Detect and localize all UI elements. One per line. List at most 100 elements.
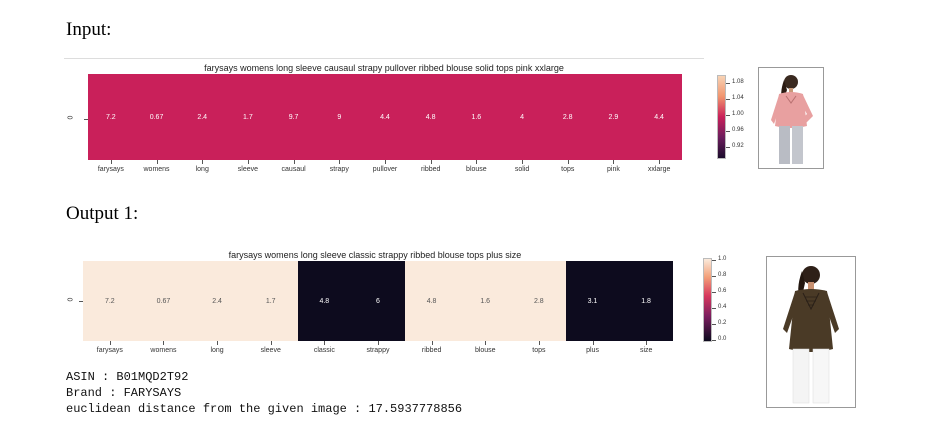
input-product-photo <box>758 67 824 169</box>
output-heatmap-x-tick <box>646 341 648 345</box>
input-colorbar-tick-label: 0.96 <box>732 127 744 133</box>
output-heatmap-x-tick-label: blouse <box>474 347 496 354</box>
input-heatmap-x-tick-label: womens <box>143 166 170 173</box>
output-heatmap-value-label: 1.7 <box>265 297 276 305</box>
output-heatmap-value-label: 7.2 <box>104 297 115 305</box>
input-heatmap-cell: 2.8 <box>544 74 591 160</box>
output-colorbar-tick <box>712 292 716 293</box>
output-heatmap-value-label: 2.8 <box>533 297 544 305</box>
output-colorbar-tick <box>712 324 716 325</box>
input-heatmap-x-tick-label: xxlarge <box>647 166 671 173</box>
input-heatmap-x-tick <box>659 160 661 164</box>
output-heatmap-x-tick <box>485 341 487 345</box>
output-heatmap-value-label: 1.6 <box>480 297 491 305</box>
input-heatmap-cell: 9 <box>316 74 363 160</box>
input-colorbar-tick-label: 1.04 <box>732 95 744 101</box>
input-heatmap-x-tick-label: long <box>195 166 209 173</box>
output-heatmap-x-tick <box>378 341 379 345</box>
output-heatmap-row-tick <box>79 301 83 302</box>
output-heatmap-cell: 1.7 <box>243 261 298 341</box>
output-1-label: Output 1: <box>66 203 139 224</box>
input-heatmap-row-label: 0 <box>67 115 75 120</box>
output-heatmap-cell: 1.8 <box>619 261 673 341</box>
output-heatmap-x-tick <box>538 341 540 345</box>
input-heatmap-cell: 2.9 <box>590 74 637 160</box>
input-heatmap-panel: farysays womens long sleeve causaul stra… <box>64 58 704 178</box>
input-heatmap-x-tick <box>385 160 386 164</box>
output-heatmap-x-tick-label: sleeve <box>260 347 281 354</box>
input-heatmap-cell: 4.8 <box>407 74 454 160</box>
input-heatmap-title: farysays womens long sleeve causaul stra… <box>204 63 564 73</box>
output-heatmap-value-label: 2.4 <box>212 297 222 305</box>
input-colorbar-tick-label: 0.92 <box>732 143 744 149</box>
output-heatmap-x-tick <box>592 341 594 345</box>
input-heatmap-row-tick <box>84 119 88 120</box>
input-heatmap-value-label: 2.4 <box>197 113 208 121</box>
input-colorbar-tick <box>726 83 730 84</box>
input-colorbar <box>717 75 726 159</box>
input-heatmap-x-tick <box>110 160 112 164</box>
output-heatmap-panel: farysays womens long sleeve classic stra… <box>64 246 704 358</box>
input-heatmap-x-tick-label: strapy <box>329 166 349 173</box>
output-colorbar-tick-label: 0.6 <box>718 288 727 294</box>
output-colorbar-tick <box>712 340 716 341</box>
output-colorbar-tick <box>712 308 716 309</box>
input-heatmap-x-tick <box>293 160 295 164</box>
input-colorbar-tick-label: 1.00 <box>732 111 744 117</box>
output-colorbar-tick <box>712 260 716 261</box>
input-heatmap-value-label: 1.7 <box>243 113 253 121</box>
input-heatmap-cell: 7.2 <box>88 74 134 160</box>
input-heatmap-x-tick <box>247 160 249 164</box>
output-heatmap-value-label: 3.1 <box>587 297 598 305</box>
output-heatmap-x-tick-label: womens <box>150 347 177 354</box>
input-label: Input: <box>66 19 112 40</box>
input-colorbar-tick <box>726 99 730 100</box>
output-heatmap-value-label: 1.8 <box>641 297 651 305</box>
output-colorbar <box>703 258 712 342</box>
input-heatmap-x-tick <box>339 160 341 164</box>
pink-blouse-photo-icon <box>771 75 813 164</box>
output-heatmap-row-label: 0 <box>67 297 75 302</box>
input-heatmap-x-tick-label: blouse <box>466 166 487 173</box>
input-heatmap-x-tick-label: solid <box>514 166 530 173</box>
output-heatmap-cell: 1.6 <box>458 261 512 341</box>
output-heatmap-title: farysays womens long sleeve classic stra… <box>228 250 522 260</box>
distance-text: euclidean distance from the given image … <box>66 402 463 416</box>
input-heatmap-x-tick-label: ribbed <box>420 166 441 173</box>
input-colorbar-tick <box>726 115 730 116</box>
input-heatmap-value-label: 9.7 <box>288 113 299 121</box>
output-heatmap-x-tick <box>324 341 326 345</box>
input-heatmap-x-tick-label: sleeve <box>237 166 259 173</box>
input-heatmap-cell: 9.7 <box>270 74 317 160</box>
output-heatmap-x-tick-label: size <box>639 347 653 354</box>
output-heatmap-value-label: 6 <box>375 297 380 305</box>
input-heatmap-value-label: 4.4 <box>654 113 664 121</box>
input-heatmap-cell: 1.6 <box>453 74 500 160</box>
brand-text: Brand : FARYSAYS <box>66 386 182 400</box>
output-colorbar-tick-label: 1.0 <box>718 256 727 262</box>
input-heatmap-value-label: 1.6 <box>471 113 482 121</box>
output-heatmap-cell: 2.8 <box>512 261 566 341</box>
input-heatmap-x-tick <box>522 160 524 164</box>
input-heatmap-value-label: 2.9 <box>608 113 619 121</box>
output-heatmap-cell: 0.67 <box>136 261 191 341</box>
output-colorbar-tick-label: 0.4 <box>718 304 727 310</box>
brown-blouse-photo-icon <box>783 266 839 404</box>
output-heatmap-grid: 7.2 0.67 2.4 1.7 4.8 6 4.8 1.6 2.8 3.1 1.8 <box>83 261 673 341</box>
output-heatmap-cell: 4.8 <box>404 261 459 341</box>
asin-text: ASIN : B01MQD2T92 <box>66 370 189 384</box>
output-heatmap-cell: 3.1 <box>565 261 620 341</box>
input-heatmap-value-label: 2.8 <box>562 113 573 121</box>
output-heatmap-cell: 2.4 <box>190 261 244 341</box>
input-colorbar-tick <box>726 131 730 132</box>
output-heatmap-x-tick <box>163 341 165 345</box>
output-colorbar-tick-label: 0.0 <box>718 336 727 342</box>
input-heatmap-value-label: 4.8 <box>425 113 436 121</box>
input-heatmap-cell: 4 <box>499 74 545 160</box>
input-heatmap-x-tick-label: causaul <box>281 166 306 173</box>
output-heatmap-x-tick-label: ribbed <box>421 347 442 354</box>
output-heatmap-cell: 7.2 <box>83 261 137 341</box>
input-heatmap-cell: 4.4 <box>362 74 408 160</box>
output-heatmap-x-tick <box>431 341 433 345</box>
output-heatmap-cell: 6 <box>351 261 405 341</box>
